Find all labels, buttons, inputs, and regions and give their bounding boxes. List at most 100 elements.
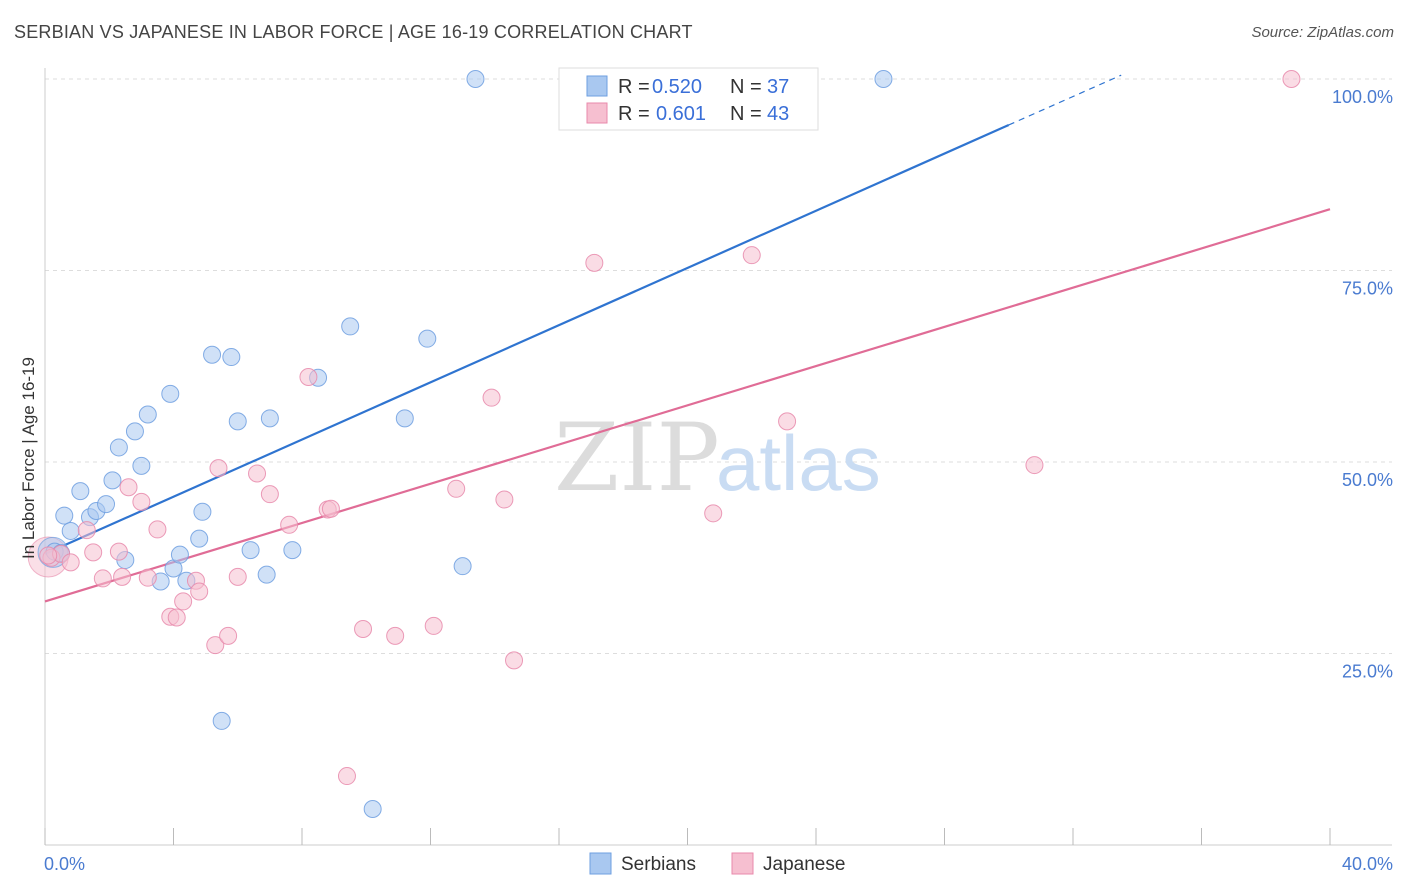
point-japanese-37 [704,504,723,523]
trend-line-serbians-extension [1008,74,1122,126]
point-japanese-20 [228,567,247,586]
point-japanese-34 [505,651,524,670]
point-japanese-13 [167,608,186,627]
point-japanese-24 [299,367,318,386]
point-serbians-4 [71,482,90,501]
y-tick-label-2: 75.0% [1342,279,1393,299]
trend-line-serbians [44,123,1010,555]
point-serbians-12 [132,456,151,475]
point-japanese-16 [190,582,209,601]
point-japanese-6 [109,542,128,561]
point-serbians-26 [257,565,276,584]
point-japanese-7 [113,567,132,586]
point-japanese-28 [354,619,373,638]
point-japanese-22 [260,485,279,504]
point-serbians-13 [138,405,157,424]
series-legend: Serbians Japanese [589,852,845,875]
point-serbians-31 [363,799,382,818]
stats-legend: R = 0.520 N = 37 R = 0.601 N = 43 [558,67,819,131]
point-japanese-30 [424,616,443,635]
axes [44,68,1392,846]
point-japanese-18 [209,459,228,478]
y-tick-label-3: 100.0% [1332,87,1393,107]
point-serbians-34 [453,557,472,576]
data-points [27,70,1301,818]
point-serbians-7 [97,495,116,514]
legend-r-value-japanese: 0.601 [656,103,706,125]
point-japanese-27 [337,767,356,786]
point-japanese-2 [61,553,80,572]
point-serbians-33 [418,329,437,348]
point-serbians-11 [125,422,144,441]
bottom-legend-label-japanese: Japanese [763,854,845,875]
point-japanese-9 [132,492,151,511]
legend-n-label-2: N = [730,103,762,125]
point-japanese-14 [174,592,193,611]
chart-title: SERBIAN VS JAPANESE IN LABOR FORCE | AGE… [14,22,693,42]
watermark-atlas: atlas [716,419,881,507]
point-serbians-21 [203,345,222,364]
point-serbians-23 [222,348,241,367]
point-japanese-32 [482,388,501,407]
legend-n-label-1: N = [730,76,762,98]
point-japanese-17 [206,636,225,655]
point-serbians-35 [466,70,485,88]
point-serbians-9 [109,438,128,457]
point-serbians-8 [103,471,122,490]
source-credit: Source: ZipAtlas.com [1251,24,1394,41]
legend-r-value-serbians: 0.520 [652,76,702,98]
point-serbians-30 [341,317,360,336]
y-tick-labels: 25.0% 50.0% 75.0% 100.0% [1332,87,1393,682]
point-serbians-32 [395,409,414,428]
point-japanese-31 [447,479,466,498]
watermark-zip: ZIP [554,404,720,513]
x-tick-left: 0.0% [44,854,85,874]
point-serbians-19 [190,529,209,548]
point-serbians-20 [193,502,212,521]
point-serbians-17 [170,545,189,564]
point-serbians-28 [283,541,302,560]
point-japanese-11 [148,520,167,539]
bottom-legend-swatch-japanese [731,852,754,875]
bottom-legend-swatch-serbians [589,852,612,875]
point-japanese-41 [1282,70,1301,88]
y-axis-label: In Labor Force | Age 16-19 [19,357,38,559]
point-japanese-21 [248,464,267,483]
point-japanese-3 [77,521,96,540]
grid-lines [45,78,1392,654]
point-japanese-38 [742,246,761,265]
legend-r-label-2: R = [618,103,650,125]
point-japanese-29 [386,626,405,645]
point-serbians-24 [228,412,247,431]
legend-swatch-japanese [586,102,608,124]
point-serbians-22 [212,711,231,730]
legend-r-label-1: R = [618,76,650,98]
point-japanese-26 [321,499,340,518]
trend-line-japanese [44,208,1331,603]
point-japanese-4 [84,543,103,562]
point-japanese-40 [1025,456,1044,475]
point-serbians-27 [260,409,279,428]
y-tick-label-0: 25.0% [1342,662,1393,682]
point-japanese-10 [138,568,157,587]
trend-lines [44,74,1331,603]
point-japanese-39 [778,412,797,431]
bottom-legend-label-serbians: Serbians [621,854,696,875]
legend-swatch-serbians [586,75,608,97]
point-serbians-3 [61,521,80,540]
legend-n-value-japanese: 43 [767,103,789,125]
y-tick-label-1: 50.0% [1342,470,1393,490]
point-japanese-19 [219,626,238,645]
point-japanese-23 [280,515,299,534]
point-serbians-25 [241,541,260,560]
point-japanese-36 [585,253,604,272]
point-japanese-8 [119,478,138,497]
point-serbians-15 [161,384,180,403]
point-japanese-33 [495,490,514,509]
legend-n-value-serbians: 37 [767,76,789,98]
point-japanese-42 [39,546,58,565]
x-tick-right: 40.0% [1342,854,1393,874]
point-japanese-5 [93,569,112,588]
point-serbians-2 [55,506,74,525]
